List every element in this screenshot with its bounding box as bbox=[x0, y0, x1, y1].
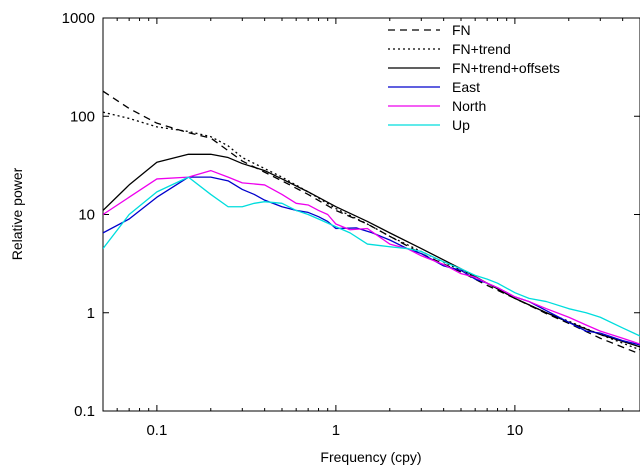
y-tick-label: 0.1 bbox=[74, 403, 95, 420]
series-line-fn-trend-offsets bbox=[103, 153, 640, 348]
ticks-layer: 0.1 1 10 0.1 1 10 100 1000 bbox=[62, 10, 640, 439]
x-tick-label: 0.1 bbox=[146, 422, 167, 439]
y-tick-label: 1 bbox=[87, 305, 95, 322]
legend-label: FN+trend+offsets bbox=[452, 60, 560, 76]
legend-label: North bbox=[452, 98, 486, 114]
series-line-east bbox=[103, 176, 640, 346]
x-tick-label: 10 bbox=[507, 422, 524, 439]
x-axis-label: Frequency (cpy) bbox=[320, 449, 421, 465]
plot-frame bbox=[102, 17, 640, 412]
series-line-fn bbox=[103, 90, 640, 355]
series-line-up bbox=[103, 176, 640, 337]
legend: FN FN+trend FN+trend+offsets East North Up bbox=[388, 22, 560, 133]
y-tick-label: 10 bbox=[78, 207, 95, 224]
y-tick-label: 1000 bbox=[62, 10, 95, 27]
series-line-fn-trend bbox=[103, 111, 640, 351]
series-layer bbox=[103, 90, 640, 355]
x-tick-label: 1 bbox=[332, 422, 340, 439]
legend-label: FN+trend bbox=[452, 41, 511, 57]
series-line-north bbox=[103, 169, 640, 345]
legend-label: East bbox=[452, 79, 480, 95]
legend-label: Up bbox=[452, 117, 470, 133]
legend-label: FN bbox=[452, 22, 471, 38]
y-tick-label: 100 bbox=[70, 108, 95, 125]
y-axis-label: Relative power bbox=[9, 167, 25, 260]
